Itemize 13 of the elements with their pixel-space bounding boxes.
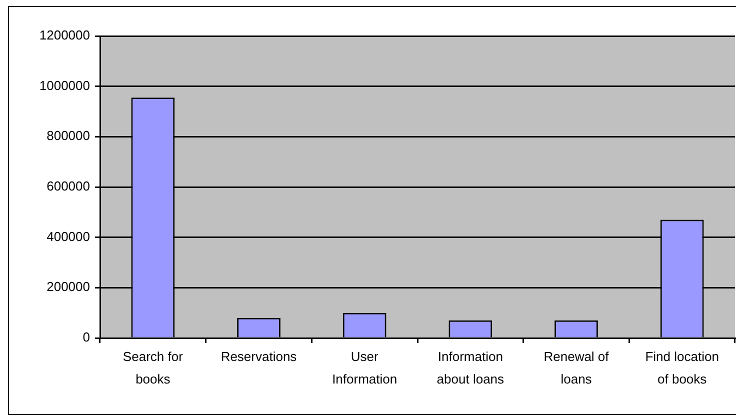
y-tick-label: 800000 — [46, 128, 90, 144]
y-tick-label: 0 — [82, 330, 90, 345]
y-tick-label: 400000 — [46, 228, 90, 244]
x-tick-label: Find location of books — [645, 348, 719, 387]
y-tick-label: 600000 — [46, 178, 90, 194]
x-tick-label: User Information — [332, 348, 398, 387]
y-tick-label: 1000000 — [39, 78, 90, 93]
x-tick-label: Information about loans — [436, 348, 505, 387]
y-tick-label: 1200000 — [39, 28, 90, 43]
x-tick-label: Renewal of loans — [544, 348, 610, 387]
x-tick-label: Reservations — [220, 348, 298, 364]
x-tick-label: Search for books — [122, 348, 184, 387]
y-tick-label: 200000 — [46, 279, 90, 294]
